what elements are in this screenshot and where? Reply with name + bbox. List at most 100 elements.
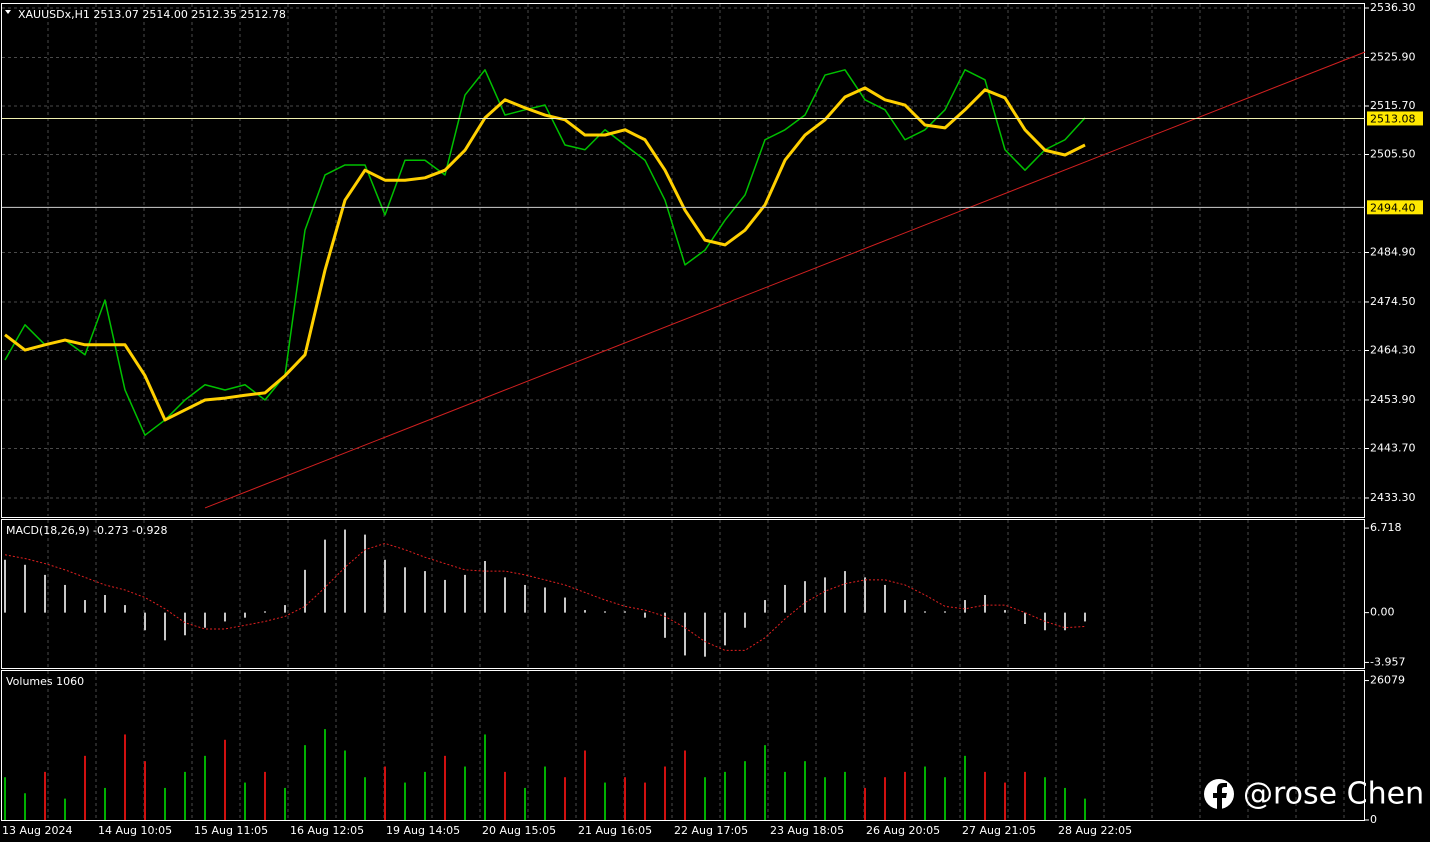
volume-bar	[544, 766, 546, 820]
y-tick-label: 2464.30	[1370, 344, 1416, 357]
macd-bar	[644, 612, 646, 618]
macd-bar	[1084, 612, 1086, 622]
price-level-box	[1367, 111, 1423, 126]
macd-bar	[184, 612, 186, 636]
volume-bar	[884, 777, 886, 820]
volume-bar	[304, 745, 306, 820]
volume-bar	[4, 777, 6, 820]
x-tick-label: 15 Aug 11:05	[194, 824, 268, 837]
macd-bar	[1024, 612, 1026, 624]
macd-bar	[424, 571, 426, 613]
x-tick-label: 26 Aug 20:05	[866, 824, 940, 837]
x-tick-label: 14 Aug 10:05	[98, 824, 172, 837]
volume-bar	[724, 771, 726, 820]
y-tick-label: 2453.90	[1370, 393, 1416, 406]
macd-bar	[984, 595, 986, 613]
volume-bar	[804, 761, 806, 820]
volume-bar	[684, 750, 686, 820]
volume-bar	[284, 787, 286, 820]
x-tick-label: 13 Aug 2024	[2, 824, 72, 837]
volume-bar	[964, 755, 966, 820]
volume-bar	[904, 771, 906, 820]
volume-bar	[64, 798, 66, 820]
volume-bar	[144, 761, 146, 820]
macd-bar	[704, 612, 706, 657]
volume-bar	[444, 755, 446, 820]
macd-bar	[64, 584, 66, 613]
macd-bar	[4, 559, 6, 613]
macd-bar	[404, 567, 406, 613]
y-tick-label: 0.00	[1370, 606, 1395, 619]
x-tick-label: 22 Aug 17:05	[674, 824, 748, 837]
macd-bar	[504, 577, 506, 613]
y-tick-label: 2484.90	[1370, 246, 1416, 259]
volume-bar	[1084, 798, 1086, 820]
volume-bar	[104, 787, 106, 820]
volume-bar	[924, 766, 926, 820]
macd-bar	[964, 600, 966, 613]
price-level-label: 2494.40	[1370, 201, 1416, 214]
macd-bar	[864, 577, 866, 613]
marks	[2, 51, 1366, 820]
macd-bar	[904, 600, 906, 613]
macd-bar	[664, 612, 666, 638]
macd-bar	[584, 610, 586, 613]
volume-bar	[864, 787, 866, 820]
macd-bar	[124, 605, 126, 613]
macd-bar	[684, 612, 686, 656]
y-tick-label: 2433.30	[1370, 491, 1416, 504]
volume-bar	[484, 734, 486, 820]
volume-bar	[844, 771, 846, 820]
macd-bar	[104, 595, 106, 613]
volume-bar	[704, 777, 706, 820]
signal-line	[4, 542, 1086, 651]
macd-bar	[384, 559, 386, 613]
volume-bar	[744, 761, 746, 820]
macd-bar	[824, 577, 826, 613]
x-tick-label: 23 Aug 18:05	[770, 824, 844, 837]
volume-bar	[384, 766, 386, 820]
macd-bar	[784, 584, 786, 613]
volume-bar	[1044, 777, 1046, 820]
volume-bar	[504, 771, 506, 820]
macd-bar	[284, 605, 286, 613]
watermark-text: @rose Chen	[1243, 777, 1424, 812]
volume-bar	[584, 750, 586, 820]
macd-bar	[324, 539, 326, 613]
facebook-glyph	[1213, 783, 1227, 811]
price-level-label: 2513.08	[1370, 112, 1416, 125]
grid	[2, 4, 1365, 819]
volume-bar	[224, 739, 226, 820]
macd-panel	[1, 519, 1365, 669]
macd-bar	[204, 612, 206, 628]
macd-bar	[724, 612, 726, 646]
volume-bar	[1024, 771, 1026, 820]
macd-bar	[844, 571, 846, 613]
y-tick-label: 2474.50	[1370, 295, 1416, 308]
trendline	[204, 51, 1366, 509]
macd-bar	[1004, 610, 1006, 613]
macd-bar	[804, 581, 806, 613]
volume-bar	[664, 766, 666, 820]
y-tick-label: 26079	[1370, 674, 1405, 687]
volume-bar	[524, 787, 526, 820]
macd-bar	[144, 612, 146, 631]
y-tick-label: 2525.90	[1370, 50, 1416, 63]
volume-panel	[1, 670, 1365, 821]
y-tick-label: -3.957	[1370, 655, 1405, 668]
macd-bar	[544, 587, 546, 613]
macd-bar	[624, 611, 626, 613]
volume-bar	[264, 771, 266, 820]
macd-bar	[344, 529, 346, 613]
volume-bar	[244, 782, 246, 820]
volume-bar	[644, 782, 646, 820]
macd-bar	[884, 584, 886, 613]
macd-bar	[164, 612, 166, 641]
volume-bar	[184, 771, 186, 820]
menu-arrow[interactable]	[5, 10, 11, 14]
y-tick-label: 2515.70	[1370, 99, 1416, 112]
volume-bar	[364, 777, 366, 820]
watermark: @rose Chen	[1204, 777, 1424, 812]
y-tick-label: 0	[1370, 813, 1377, 826]
